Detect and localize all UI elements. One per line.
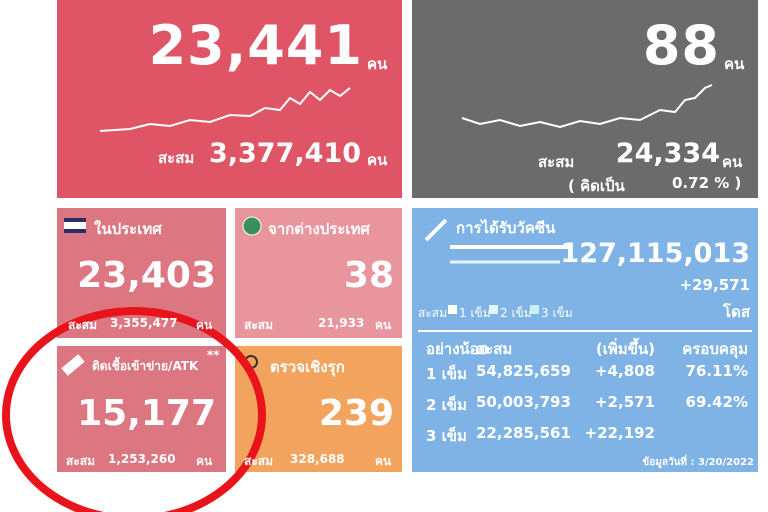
unit: คน (375, 454, 392, 468)
legend: สะสม (418, 306, 448, 320)
note: ** (207, 348, 220, 362)
cell: 3 เข็ม (426, 427, 467, 445)
label: สะสม (68, 318, 98, 332)
value: 3,377,410 (208, 138, 361, 169)
label: สะสม (244, 454, 274, 468)
value: 24,334 (615, 138, 720, 169)
unit: คน (375, 318, 392, 332)
vaccine-card (412, 208, 758, 472)
legend: 2 เข็ม (500, 306, 532, 320)
value: 21,933 (318, 316, 365, 330)
value: 38 (343, 255, 394, 296)
cell: ครอบคลุม (682, 340, 748, 358)
cell: 2 เข็ม (426, 396, 467, 414)
unit: คน (367, 55, 388, 73)
cell: +2,571 (594, 393, 655, 411)
label: จากต่างประเทศ (268, 220, 370, 238)
legend-box-2 (489, 305, 498, 314)
cell: (เพิ่มขึ้น) (595, 340, 655, 358)
label: สะสม (538, 153, 575, 171)
cell: 54,825,659 (476, 362, 571, 380)
legend-box-1 (448, 305, 457, 314)
atk-card (57, 346, 226, 472)
syringe-icon (424, 218, 448, 242)
label: ในประเทศ (94, 220, 162, 238)
atk-icon (61, 354, 85, 376)
value: 15,177 (77, 393, 216, 434)
value: 328,688 (290, 452, 345, 466)
label: สะสม (66, 454, 96, 468)
value: 239 (318, 393, 394, 434)
value: 23,441 (148, 14, 363, 77)
value: 127,115,013 (560, 238, 750, 269)
legend: 3 เข็ม (541, 306, 573, 320)
flag-band (64, 222, 86, 229)
title: การได้รับวัคซีน (456, 219, 556, 237)
value: 1,253,260 (108, 452, 176, 466)
cell: 1 เข็ม (426, 365, 467, 383)
deaths-sparkline (461, 84, 713, 129)
new-cases-card (57, 0, 402, 198)
cell: +22,192 (584, 424, 655, 442)
cell: 76.11% (685, 362, 748, 380)
cell: 22,285,561 (476, 424, 571, 442)
unit: คน (196, 454, 213, 468)
value: 23,403 (77, 255, 216, 296)
label: สะสม (158, 149, 195, 167)
value: +29,571 (679, 276, 750, 294)
label: ตรวจเชิงรุก (270, 358, 345, 376)
cell: 69.42% (685, 393, 748, 411)
cases-sparkline (99, 87, 351, 132)
legend: 1 เข็ม (459, 306, 491, 320)
unit: คน (722, 153, 743, 171)
cell: 50,003,793 (476, 393, 571, 411)
cell: สะสม (476, 340, 513, 358)
value: 3,355,477 (110, 316, 178, 330)
label: ( คิดเป็น (568, 177, 625, 195)
footer: ข้อมูลวันที่ : 3/20/2022 (642, 457, 754, 468)
label: สะสม (244, 318, 274, 332)
highlight-circle (2, 307, 266, 512)
unit: คน (367, 151, 388, 169)
cell: อย่างน้อย (426, 340, 488, 358)
unit: คน (724, 55, 745, 73)
value: 88 (642, 14, 720, 77)
label: ติดเชื้อเข้าข่าย/ATK (92, 359, 199, 373)
unit: โดส (723, 303, 750, 321)
imported-card (235, 208, 402, 338)
cell: +4,808 (594, 362, 655, 380)
deaths-card (412, 0, 758, 198)
legend-box-3 (530, 305, 539, 314)
unit: คน (196, 318, 213, 332)
globe-icon (242, 216, 262, 236)
value: 0.72 % ) (672, 174, 742, 192)
